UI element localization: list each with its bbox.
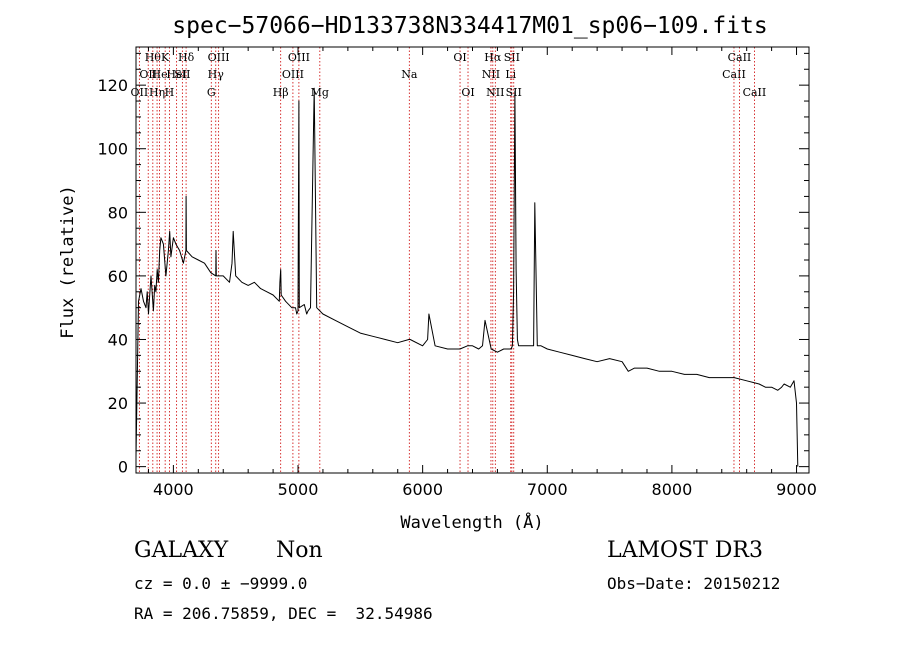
x-tick-label: 8000 [652,480,693,499]
line-marker-label: Hβ [273,86,289,99]
y-tick-label: 120 [97,76,128,95]
obs-date: Obs−Date: 20150212 [607,574,781,593]
object-class: GALAXY [134,538,229,563]
chart-title: spec−57066−HD133738N334417M01_sp06−109.f… [172,13,767,39]
x-tick-label: 5000 [278,480,319,499]
line-marker-label: Na [401,68,418,81]
y-tick-label: 40 [108,330,128,349]
line-marker-label: OIII [208,51,230,64]
coordinates: RA = 206.75859, DEC = 32.54986 [134,604,433,623]
line-marker-label: OI [453,51,466,64]
x-tick-label: 4000 [153,480,194,499]
x-axis-label: Wavelength (Å) [400,511,543,533]
object-subclass: Non [276,538,323,563]
redshift-line: cz = 0.0 ± −9999.0 [134,574,308,593]
x-axis-ticks: 4000 5000 6000 7000 8000 9000 [147,47,817,499]
line-marker-label: H [165,86,175,99]
y-axis-label: Flux (relative) [58,185,78,339]
line-marker-label: Hδ [178,51,195,64]
line-marker-label: OIII [282,68,304,81]
spectrum-series [135,87,799,467]
line-marker-label: OIII [288,51,310,64]
line-marker-label: CaII [722,68,746,81]
survey-name: LAMOST DR3 [607,538,763,563]
y-tick-label: 20 [108,394,128,413]
line-marker-label: CaII [728,51,752,64]
line-marker-label: K [161,51,170,64]
line-marker-label: Hα [484,51,502,64]
y-tick-label: 80 [108,203,128,222]
line-marker-label: SII [174,68,190,81]
x-tick-label: 9000 [776,480,817,499]
x-tick-label: 6000 [402,480,443,499]
plot-frame [135,46,810,474]
line-marker-label: OII [131,86,149,99]
line-marker-label: SII [506,86,522,99]
line-marker-label: Hγ [208,68,225,81]
line-marker-label: SII [504,51,520,64]
spectral-line-markers: OII OII Hθ Hη He K H HeI Hδ SII Hγ OIII G Hβ OIII OIII M… [131,47,767,473]
line-marker-label: G [207,86,216,99]
line-marker-label: OI [461,86,474,99]
line-marker-label: CaII [743,86,767,99]
line-marker-label: Li [505,68,516,81]
y-axis-ticks: 0 20 40 60 80 100 120 [97,52,809,477]
line-marker-label: Mg [311,86,329,99]
line-marker-label: HeI [166,68,186,81]
y-tick-label: 60 [108,267,128,286]
line-marker-label: He [152,68,168,81]
line-marker-label: Hθ [145,51,162,64]
x-tick-label: 7000 [527,480,568,499]
y-tick-label: 100 [97,140,128,159]
line-marker-label: NII [482,68,500,81]
line-marker-label: Hη [149,86,165,99]
line-marker-label: NII [486,86,504,99]
spectrum-line-0 [135,87,799,467]
line-marker-label: OII [139,68,157,81]
y-tick-label: 0 [118,458,128,477]
